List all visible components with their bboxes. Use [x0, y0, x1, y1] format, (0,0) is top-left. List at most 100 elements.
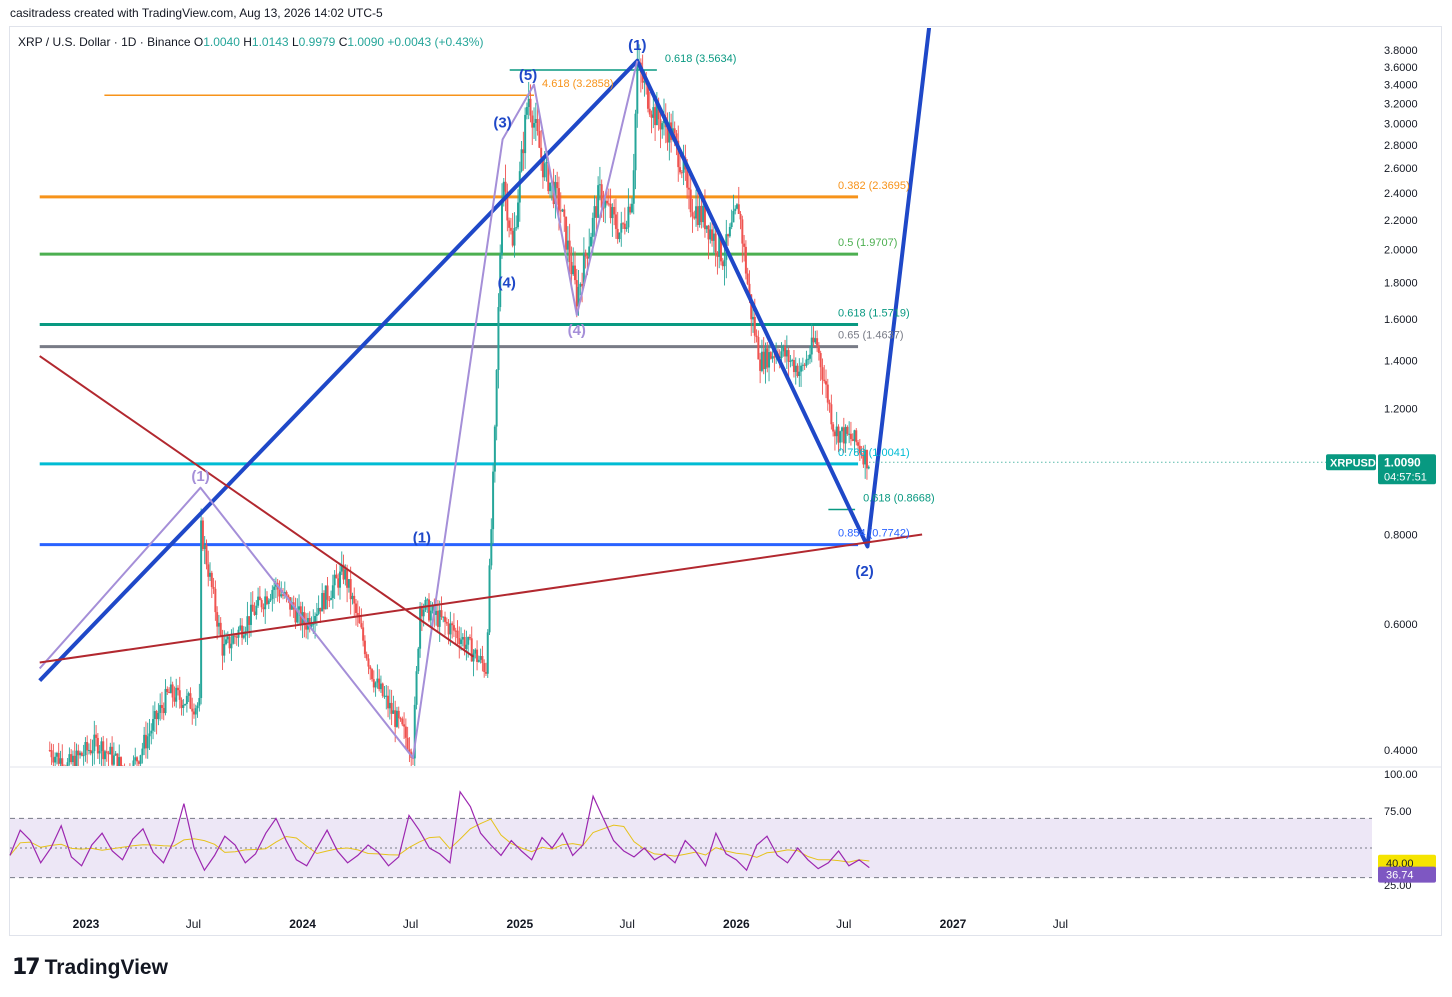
candle-body	[623, 223, 626, 229]
candle-body	[744, 246, 747, 274]
candle-body	[711, 229, 714, 241]
candle-body	[573, 265, 576, 281]
candle-body	[800, 365, 803, 372]
candle-body	[458, 638, 461, 645]
candle-body	[221, 635, 224, 656]
candle-body	[347, 579, 350, 588]
candle-body	[136, 757, 139, 762]
candle-body	[360, 623, 363, 628]
candle-body	[606, 200, 609, 204]
candle-body	[545, 162, 548, 164]
candle-body	[367, 658, 370, 667]
candle-body	[330, 598, 333, 600]
candle-body	[598, 184, 601, 186]
candle-body	[616, 228, 619, 240]
candle-body	[390, 702, 393, 714]
candle-body	[89, 750, 92, 754]
fib-level-label: 4.618 (3.2858)	[542, 78, 614, 90]
candle-body	[472, 653, 475, 662]
candle-body	[442, 616, 445, 618]
candle-body	[855, 430, 858, 443]
candle-body	[235, 636, 238, 638]
candle-body	[632, 170, 635, 204]
high-label: H	[243, 35, 252, 49]
candle-body	[468, 637, 471, 639]
candle-body	[597, 185, 600, 218]
candle-body	[739, 213, 742, 220]
candle-body	[591, 217, 594, 237]
wave-label: (4)	[568, 322, 586, 339]
candle-body	[522, 149, 525, 154]
candle-body	[764, 348, 767, 370]
candle-body	[634, 113, 637, 171]
candle-body	[298, 606, 301, 610]
candle-body	[618, 232, 621, 240]
candle-body	[241, 625, 244, 638]
candle-body	[305, 625, 308, 630]
candle-body	[413, 704, 416, 759]
candle-body	[757, 337, 760, 360]
candle-body	[534, 118, 537, 123]
y-tick-label: 1.6000	[1384, 314, 1418, 326]
candle-body	[349, 579, 352, 600]
candle-body	[780, 351, 783, 359]
y-tick-label: 3.2000	[1384, 98, 1418, 110]
candle-body	[139, 755, 142, 764]
candle-body	[821, 367, 824, 380]
candle-body	[424, 600, 427, 610]
candle-body	[460, 639, 463, 645]
candle-body	[141, 748, 144, 756]
candle-body	[842, 427, 845, 444]
candle-body	[251, 604, 254, 612]
candle-body	[201, 520, 204, 550]
candle-body	[260, 600, 263, 608]
candle-body	[438, 610, 441, 627]
candle-body	[422, 609, 425, 617]
candle-body	[65, 771, 67, 772]
candle-body	[395, 710, 398, 727]
candle-body	[168, 691, 171, 693]
candle-body	[217, 622, 220, 627]
candle-body	[727, 234, 730, 237]
tradingview-brand: TradingView	[44, 955, 168, 979]
candle-body	[762, 351, 765, 370]
candle-body	[50, 750, 53, 758]
candle-body	[696, 206, 699, 225]
candle-body	[488, 565, 491, 633]
candle-body	[378, 678, 381, 690]
candle-body	[162, 708, 165, 714]
candle-body	[225, 639, 228, 644]
candle-body	[182, 705, 185, 708]
candle-body	[675, 133, 678, 141]
candle-body	[629, 206, 632, 213]
candle-body	[103, 751, 106, 760]
candle-body	[830, 404, 833, 425]
candle-body	[735, 204, 738, 209]
candle-body	[319, 607, 322, 612]
candle-body	[216, 612, 219, 627]
fib-level-label: 0.786 (1.0041)	[838, 447, 910, 459]
candle-body	[346, 569, 349, 588]
candle-body	[137, 761, 140, 764]
tradingview-logo[interactable]: 17 TradingView	[12, 955, 168, 980]
x-tick-label: 2026	[723, 917, 750, 931]
candle-body	[191, 708, 194, 712]
candle-body	[531, 115, 534, 128]
candle-body	[371, 669, 374, 680]
candle-body	[538, 131, 541, 148]
candle-body	[743, 243, 746, 247]
candle-body	[444, 616, 447, 622]
candle-body	[96, 737, 99, 754]
candle-body	[484, 672, 487, 674]
candle-body	[486, 632, 489, 674]
rsi-tick-label: 75.00	[1384, 806, 1412, 818]
candle-body	[210, 572, 213, 588]
candle-body	[431, 604, 434, 611]
x-tick-label: Jul	[1053, 917, 1068, 931]
candle-body	[595, 206, 598, 218]
candle-body	[769, 352, 772, 359]
candle-body	[712, 233, 715, 241]
candle-body	[164, 688, 167, 714]
candle-body	[791, 360, 794, 362]
